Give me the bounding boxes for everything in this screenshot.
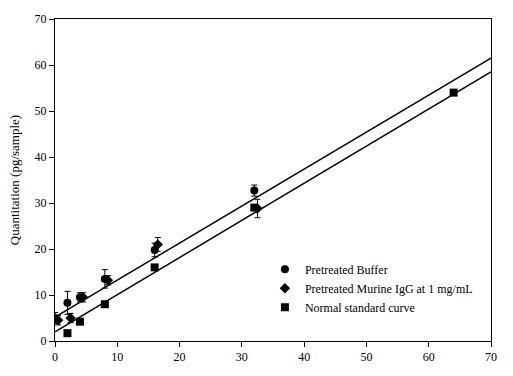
- svg-text:20: 20: [35, 242, 47, 256]
- svg-text:30: 30: [35, 196, 47, 210]
- svg-text:Pretreated Buffer: Pretreated Buffer: [305, 263, 388, 277]
- svg-text:0: 0: [41, 334, 47, 348]
- svg-text:20: 20: [174, 350, 186, 364]
- svg-text:50: 50: [35, 104, 47, 118]
- svg-text:Pretreated Murine IgG at 1 mg/: Pretreated Murine IgG at 1 mg/mL: [305, 282, 473, 296]
- svg-text:30: 30: [236, 350, 248, 364]
- svg-text:0: 0: [52, 350, 58, 364]
- svg-text:60: 60: [423, 350, 435, 364]
- svg-text:40: 40: [298, 350, 310, 364]
- svg-text:40: 40: [35, 150, 47, 164]
- svg-text:50: 50: [360, 350, 372, 364]
- svg-text:10: 10: [35, 288, 47, 302]
- svg-text:Normal standard curve: Normal standard curve: [305, 301, 415, 315]
- svg-text:10: 10: [111, 350, 123, 364]
- svg-text:Quantitation (pg/sample): Quantitation (pg/sample): [7, 115, 22, 245]
- svg-text:70: 70: [485, 350, 497, 364]
- svg-text:60: 60: [35, 58, 47, 72]
- svg-text:70: 70: [35, 12, 47, 26]
